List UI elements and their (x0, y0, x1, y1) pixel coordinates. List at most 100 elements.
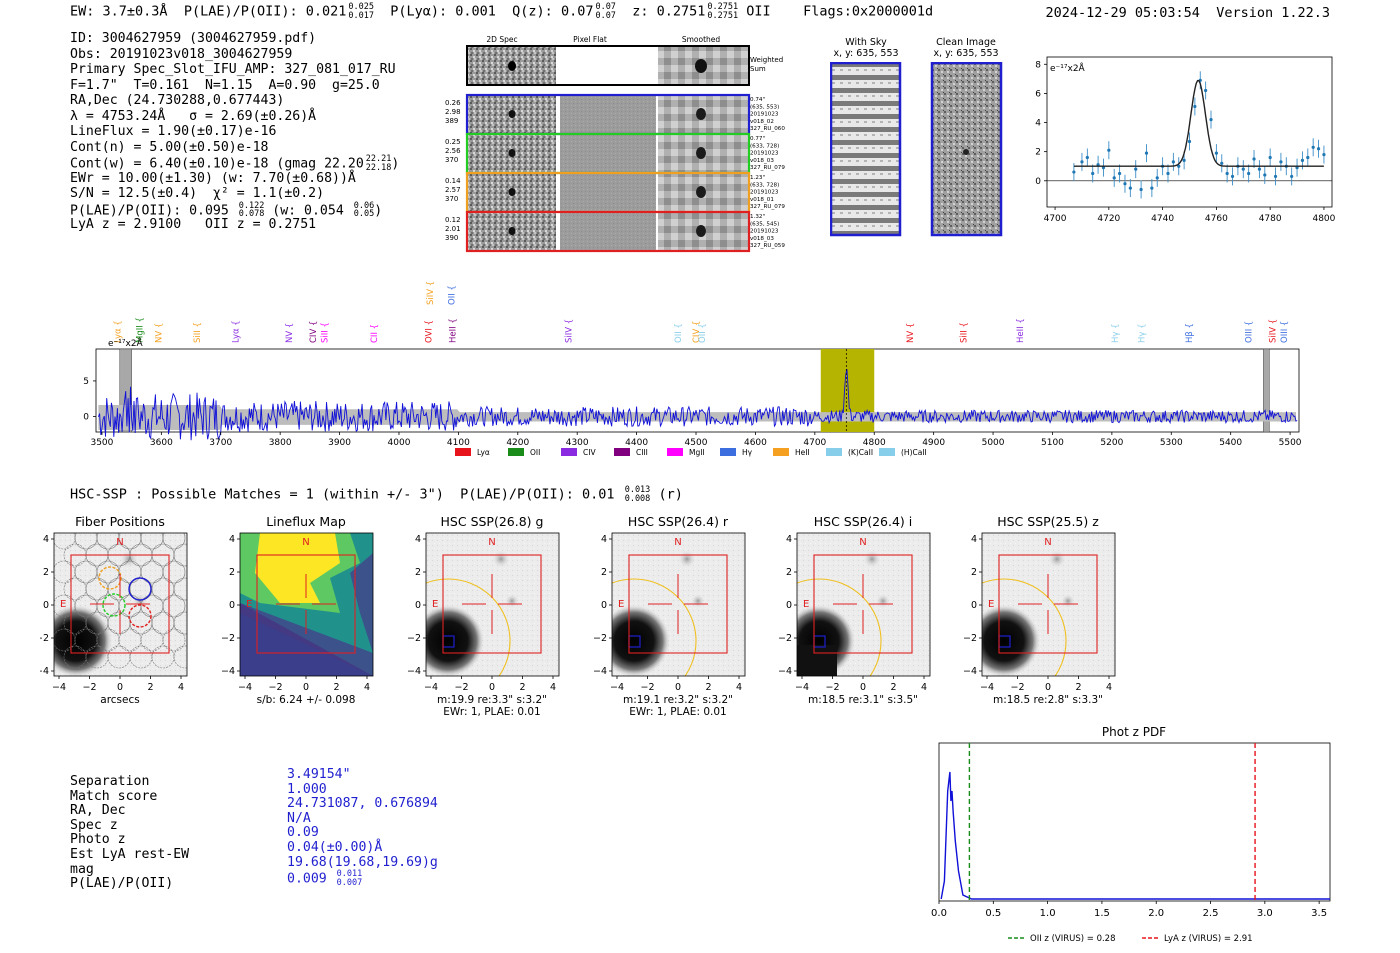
info-radec: RA,Dec (24.730288,0.677443) (70, 93, 285, 108)
zoom-data-point (1311, 145, 1315, 149)
spectrum-xtick-label: 4000 (388, 438, 411, 448)
spectrum-legend-item: Hγ (720, 448, 753, 457)
hsc-caption-2: EWr: 1, PLAE: 0.01 (629, 706, 726, 718)
fiber-row-border (465, 210, 751, 253)
fiber-row-info: (635, 553) (750, 104, 779, 110)
spectrum-line-label: CII { (370, 324, 380, 343)
spectrum-line-label-text: Hγ { (1111, 323, 1121, 343)
spectrum-xtick-label: 3800 (269, 438, 292, 448)
hsc-xtick-label: −4 (610, 682, 624, 693)
north-label: N (1044, 537, 1051, 548)
zoom-data-point (1134, 167, 1138, 171)
value-spec-z: N/A (287, 810, 311, 826)
value-plae: 0.009 0.011 0.007 (287, 869, 363, 888)
spectrum-line-label: Lyα { (232, 320, 242, 343)
spectrum-line-label: Hβ { (1185, 323, 1195, 343)
zoom-data-point (1085, 155, 1089, 160)
fiber-circle (162, 594, 186, 618)
hsc-xtick-label: 4 (1106, 682, 1112, 693)
hsc-xtick-label: −4 (238, 682, 252, 693)
hsc-search-box (628, 554, 728, 654)
spectrum-masked-band (1263, 348, 1270, 433)
info-ewr: EWr = 10.00(±1.30) (w: 7.70(±0.68))Å (70, 170, 356, 186)
hsc-panel-title: HSC SSP(25.5) z (997, 514, 1099, 529)
zoom-data-point (1316, 147, 1321, 151)
hsc-search-box (70, 554, 170, 654)
photz-xtick-label: 3.0 (1257, 908, 1273, 919)
hsc-ytick-label: 2 (229, 567, 235, 578)
zoom-data-point (1300, 158, 1305, 162)
fiber-circle (162, 628, 186, 652)
zoom-ytick-label: 4 (1035, 119, 1041, 129)
fiber-row-value: 2.98 (445, 108, 461, 116)
fiber-row-info: 1.23" (750, 175, 765, 181)
hsc-aperture-ellipse (612, 578, 697, 676)
spectrum-line-label-text: NV { (154, 323, 164, 343)
spectrum-line-label: SiII { (959, 322, 969, 343)
info-lambda: λ = 4753.24Å σ = 2.69(±0.26)Å (70, 108, 317, 124)
spectrum-legend-item: HeII (773, 448, 810, 457)
fiber-row-info: 20191023 (750, 151, 779, 157)
zoom-data-point (1072, 170, 1076, 174)
hsc-xtick-label: 4 (550, 682, 556, 693)
zoom-plot: e⁻¹⁷x2Å 4700 4720 4740 4760 4780 4800 0 2 4 6 8 (1035, 56, 1336, 224)
hsc-ytick-label: −4 (221, 666, 235, 677)
hsc-panel-frame (53, 532, 188, 677)
spectrum-line-label: Hγ { (1111, 323, 1121, 343)
spectrum-legend-swatch (720, 448, 736, 456)
zoom-data-point (1247, 171, 1251, 176)
spectrum-xtick-label: 3500 (90, 438, 113, 448)
fiber-row-info: 20191023 (750, 112, 779, 118)
spectrum-legend-label: (H)CaII (901, 448, 927, 457)
spectrum-line-label: SiII { (193, 322, 203, 343)
z-value: z: 0.2751 (632, 3, 706, 20)
hsc-panel-image (982, 533, 1115, 676)
value-radec: 24.731087, 0.676894 (287, 796, 438, 812)
spectrum-legend-swatch (879, 448, 895, 456)
photz-title: Phot z PDF (1102, 725, 1166, 739)
label-match-score: Match score (70, 788, 158, 804)
spectrum-legend-item: (K)CaII (826, 448, 873, 457)
spectrum-xtick-label: 4500 (685, 438, 708, 448)
hsc-panel-title: HSC SSP(26.8) g (441, 514, 544, 529)
hsc-xtick-label: −2 (82, 682, 96, 693)
zoom-xtick-label: 4740 (1151, 214, 1174, 224)
info-obs: Obs: 20191023v018_3004627959 (70, 46, 293, 62)
label-lya-ew: Est LyA rest-EW (70, 846, 190, 862)
spectrum-legend-label: Lyα (477, 448, 490, 457)
hsc-panel-image (612, 533, 745, 676)
spectrum-xtick-label: 3600 (150, 438, 173, 448)
spectrum-line-label-text: SiII { (193, 322, 203, 343)
spectrum-ytick-label: 0 (83, 412, 89, 422)
photz-plot: Phot z PDF 0.0 0.5 1.0 1.5 2.0 2.5 3.0 3.5 OII … (931, 725, 1331, 944)
fiber-row-info: v018_02 (750, 119, 774, 125)
fiber-circle (173, 645, 187, 669)
zoom-data-point (1144, 151, 1149, 155)
spectrum-line-label-text: SiII { (321, 322, 331, 343)
spectrum-line-label-text: HeII { (448, 318, 458, 343)
zoom-ytick-label: 0 (1035, 177, 1041, 187)
spectrum-xtick-label: 5200 (1100, 438, 1123, 448)
spectrum-xtick-label: 4900 (922, 438, 945, 448)
spectrum-legend-label: HeII (795, 448, 810, 457)
zoom-data-point (1204, 88, 1208, 93)
sky-images (830, 62, 1003, 237)
spectrum-xtick-label: 5100 (1041, 438, 1064, 448)
spectrum-line-label-text: SiIV { (564, 319, 574, 343)
hsc-panel: Fiber Positions N E −4−4 −2 −2 0 0 2 2 4 4 arcsecs (40, 514, 188, 706)
zoom-data-point (1241, 167, 1245, 171)
zoom-data-point (1290, 174, 1294, 179)
spectrum-line-label: HeII { (1016, 318, 1026, 343)
hsc-caption-2: EWr: 1, PLAE: 0.01 (443, 706, 540, 718)
spectrum-line-label-text: MgII { (135, 317, 145, 343)
hsc-ytick-label: −4 (40, 666, 49, 677)
qz-value: Q(z): 0.07 (512, 3, 594, 20)
fiber-circle (173, 577, 187, 601)
hsc-ytick-label: 2 (786, 567, 792, 578)
hsc-ytick-label: 4 (601, 534, 607, 545)
spectrum-line-label: Lyα { (113, 320, 123, 343)
fiber-row-value: 389 (445, 117, 458, 125)
hsc-xtick-label: 0 (1045, 682, 1051, 693)
hsc-ytick-label: 4 (415, 534, 421, 545)
info-lyaz: LyA z = 2.9100 OII z = 0.2751 (70, 217, 317, 232)
